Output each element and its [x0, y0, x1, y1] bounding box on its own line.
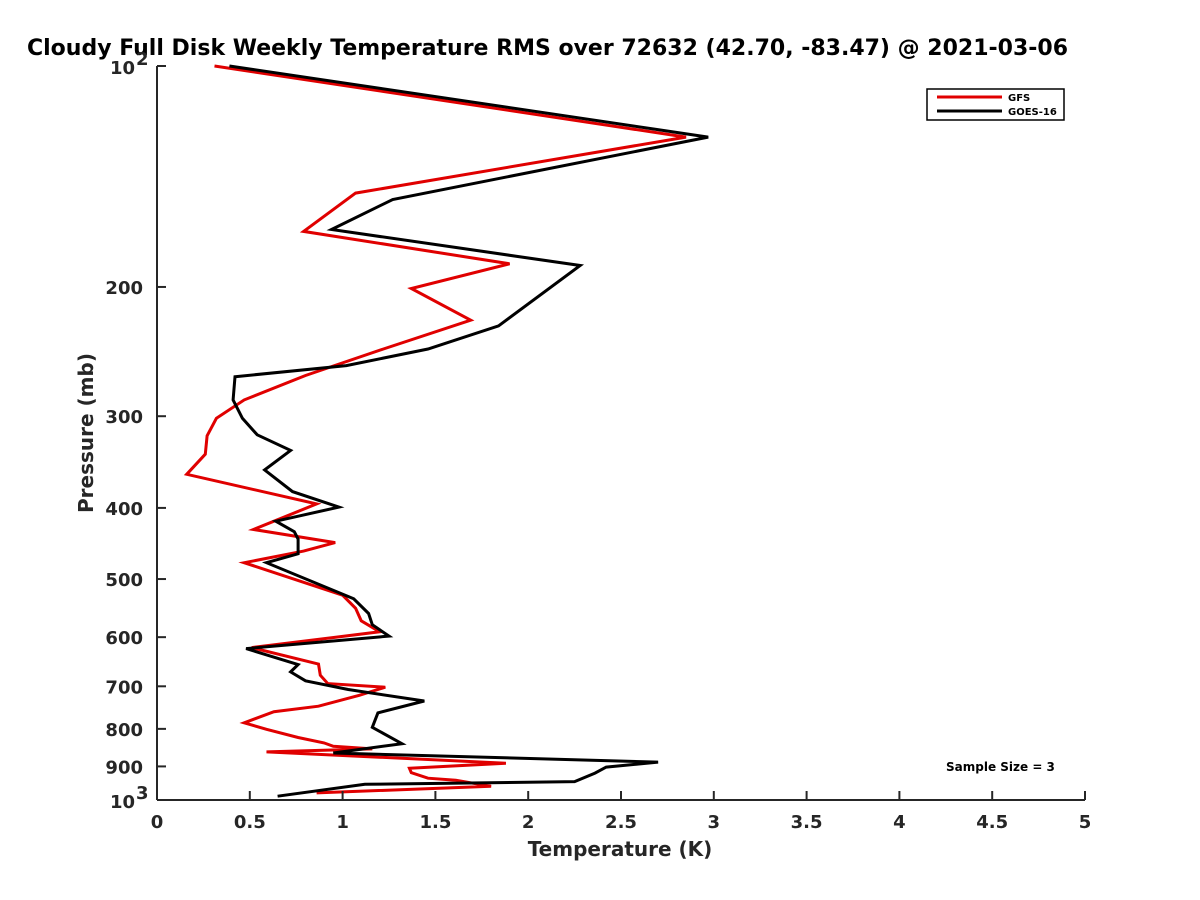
x-tick-label: 4.5 — [976, 812, 1008, 833]
y-tick-exponent: 3 — [136, 783, 149, 804]
y-tick-label: 800 — [105, 720, 143, 741]
legend: GFS GOES-16 — [926, 88, 1065, 121]
chart-title: Cloudy Full Disk Weekly Temperature RMS … — [27, 36, 1068, 61]
y-axis-label: Pressure (mb) — [74, 353, 98, 513]
y-tick-label: 500 — [105, 570, 143, 591]
x-tick-label: 4 — [893, 812, 906, 833]
legend-box — [926, 88, 1065, 121]
y-tick-label: 10 — [110, 792, 135, 813]
series-line-goes-16 — [229, 64, 709, 798]
sample-size-annotation: Sample Size = 3 — [946, 760, 1055, 774]
legend-entry: GFS — [1008, 93, 1030, 104]
y-tick-label: 200 — [105, 278, 143, 299]
series-line-gfs — [183, 64, 687, 795]
y-tick-label: 700 — [105, 677, 143, 698]
x-tick-label: 5 — [1079, 812, 1092, 833]
y-tick-label: 300 — [105, 407, 143, 428]
x-tick-label: 2 — [522, 812, 535, 833]
x-tick-label: 0 — [151, 812, 164, 833]
plot-area — [183, 64, 709, 798]
x-tick-label: 1.5 — [419, 812, 451, 833]
y-tick-label: 400 — [105, 499, 143, 520]
x-tick-label: 3 — [708, 812, 721, 833]
legend-entry: GOES-16 — [1008, 107, 1057, 118]
x-tick-label: 2.5 — [605, 812, 637, 833]
x-tick-label: 1 — [336, 812, 349, 833]
x-tick-label: 0.5 — [234, 812, 266, 833]
y-tick-label: 10 — [110, 58, 135, 79]
y-tick-label: 900 — [105, 757, 143, 778]
axes: 0 0.5 1 1.5 2 2.5 3 3.5 4 4.5 510 22003004005006007… — [105, 49, 1091, 833]
x-tick-label: 3.5 — [791, 812, 823, 833]
y-tick-exponent: 2 — [136, 49, 149, 70]
y-tick-label: 600 — [105, 628, 143, 649]
x-axis-label: Temperature (K) — [528, 837, 713, 861]
